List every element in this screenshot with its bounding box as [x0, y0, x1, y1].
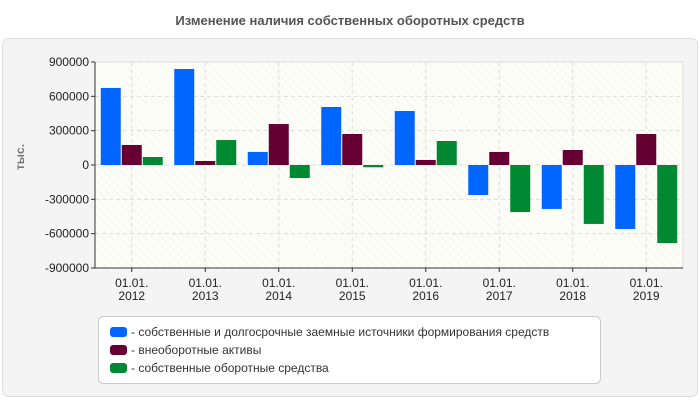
bar-series-3	[142, 156, 163, 165]
x-tick-label: 2016	[412, 289, 439, 303]
bar-series-2	[562, 150, 583, 165]
y-tick-label: -900000	[45, 261, 89, 275]
x-tick-label: 2015	[339, 289, 366, 303]
bar-series-1	[321, 106, 342, 165]
legend: - собственные и долгосрочные заемные ист…	[98, 316, 601, 384]
bar-series-2	[636, 133, 657, 165]
x-tick-label: 01.01.	[483, 276, 516, 290]
x-tick-label: 2013	[192, 289, 219, 303]
bar-series-3	[216, 140, 237, 165]
bar-series-2	[121, 144, 142, 165]
y-tick-label: -600000	[45, 227, 89, 241]
legend-swatch	[110, 327, 127, 337]
bar-series-3	[436, 140, 457, 165]
bar-series-2	[489, 151, 510, 165]
legend-label: - внеоборотные активы	[131, 343, 261, 357]
y-tick-label: -300000	[45, 192, 89, 206]
legend-label: - собственные и долгосрочные заемные ист…	[131, 325, 549, 339]
x-tick-label: 2017	[486, 289, 513, 303]
legend-swatch	[110, 345, 127, 355]
bar-series-3	[289, 165, 310, 179]
bar-series-3	[583, 165, 604, 224]
x-tick-label: 01.01.	[556, 276, 589, 290]
chart-title: Изменение наличия собственных оборотных …	[175, 13, 524, 28]
x-tick-label: 2014	[265, 289, 292, 303]
y-axis-label: тыс.	[13, 144, 27, 170]
bar-series-2	[268, 124, 289, 165]
y-tick-label: 600000	[49, 89, 89, 103]
legend-label: - собственные оборотные средства	[131, 361, 329, 375]
x-tick-label: 01.01.	[336, 276, 369, 290]
bar-series-2	[415, 159, 436, 165]
x-tick-label: 01.01.	[630, 276, 663, 290]
x-tick-label: 01.01.	[189, 276, 222, 290]
x-tick-label: 01.01.	[262, 276, 295, 290]
bar-series-3	[510, 165, 531, 213]
x-tick-label: 2018	[559, 289, 586, 303]
x-tick-label: 01.01.	[409, 276, 442, 290]
bar-series-2	[195, 160, 216, 165]
bar-series-3	[657, 165, 678, 244]
legend-swatch	[110, 363, 127, 373]
bar-series-1	[247, 151, 268, 165]
y-tick-label: 0	[82, 158, 89, 172]
bar-series-3	[363, 165, 384, 168]
bar-series-1	[468, 165, 489, 195]
x-tick-label: 01.01.	[115, 276, 148, 290]
bar-series-1	[394, 110, 415, 165]
y-tick-label: 900000	[49, 55, 89, 69]
bar-series-1	[541, 165, 562, 209]
bar-series-2	[342, 133, 363, 165]
y-tick-label: 300000	[49, 124, 89, 138]
x-tick-label: 2012	[118, 289, 145, 303]
bar-series-1	[100, 87, 121, 165]
bar-series-1	[615, 165, 636, 229]
bar-series-1	[174, 68, 195, 165]
x-tick-label: 2019	[633, 289, 660, 303]
